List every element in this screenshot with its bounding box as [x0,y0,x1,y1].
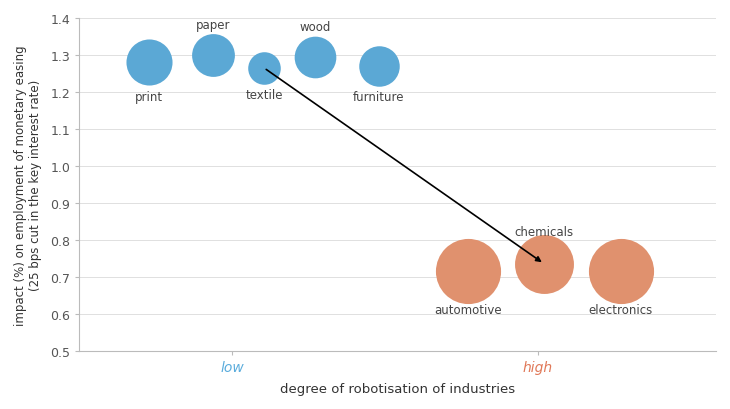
Point [144,60,155,66]
Point [462,268,474,275]
Text: textile: textile [245,89,283,102]
Y-axis label: impact (%) on employment of monetary easing
(25 bps cut in the key interest rate: impact (%) on employment of monetary eas… [14,45,42,325]
Point [258,65,270,72]
Text: print: print [135,91,164,104]
Text: electronics: electronics [588,303,653,316]
Text: furniture: furniture [353,91,404,104]
Text: wood: wood [299,20,331,34]
Text: chemicals: chemicals [515,225,574,238]
Point [538,261,550,267]
Text: paper: paper [196,19,230,32]
X-axis label: degree of robotisation of industries: degree of robotisation of industries [280,382,515,395]
Point [373,63,385,70]
Point [615,268,626,275]
Text: automotive: automotive [434,303,502,316]
Point [309,54,320,61]
Point [207,52,219,59]
